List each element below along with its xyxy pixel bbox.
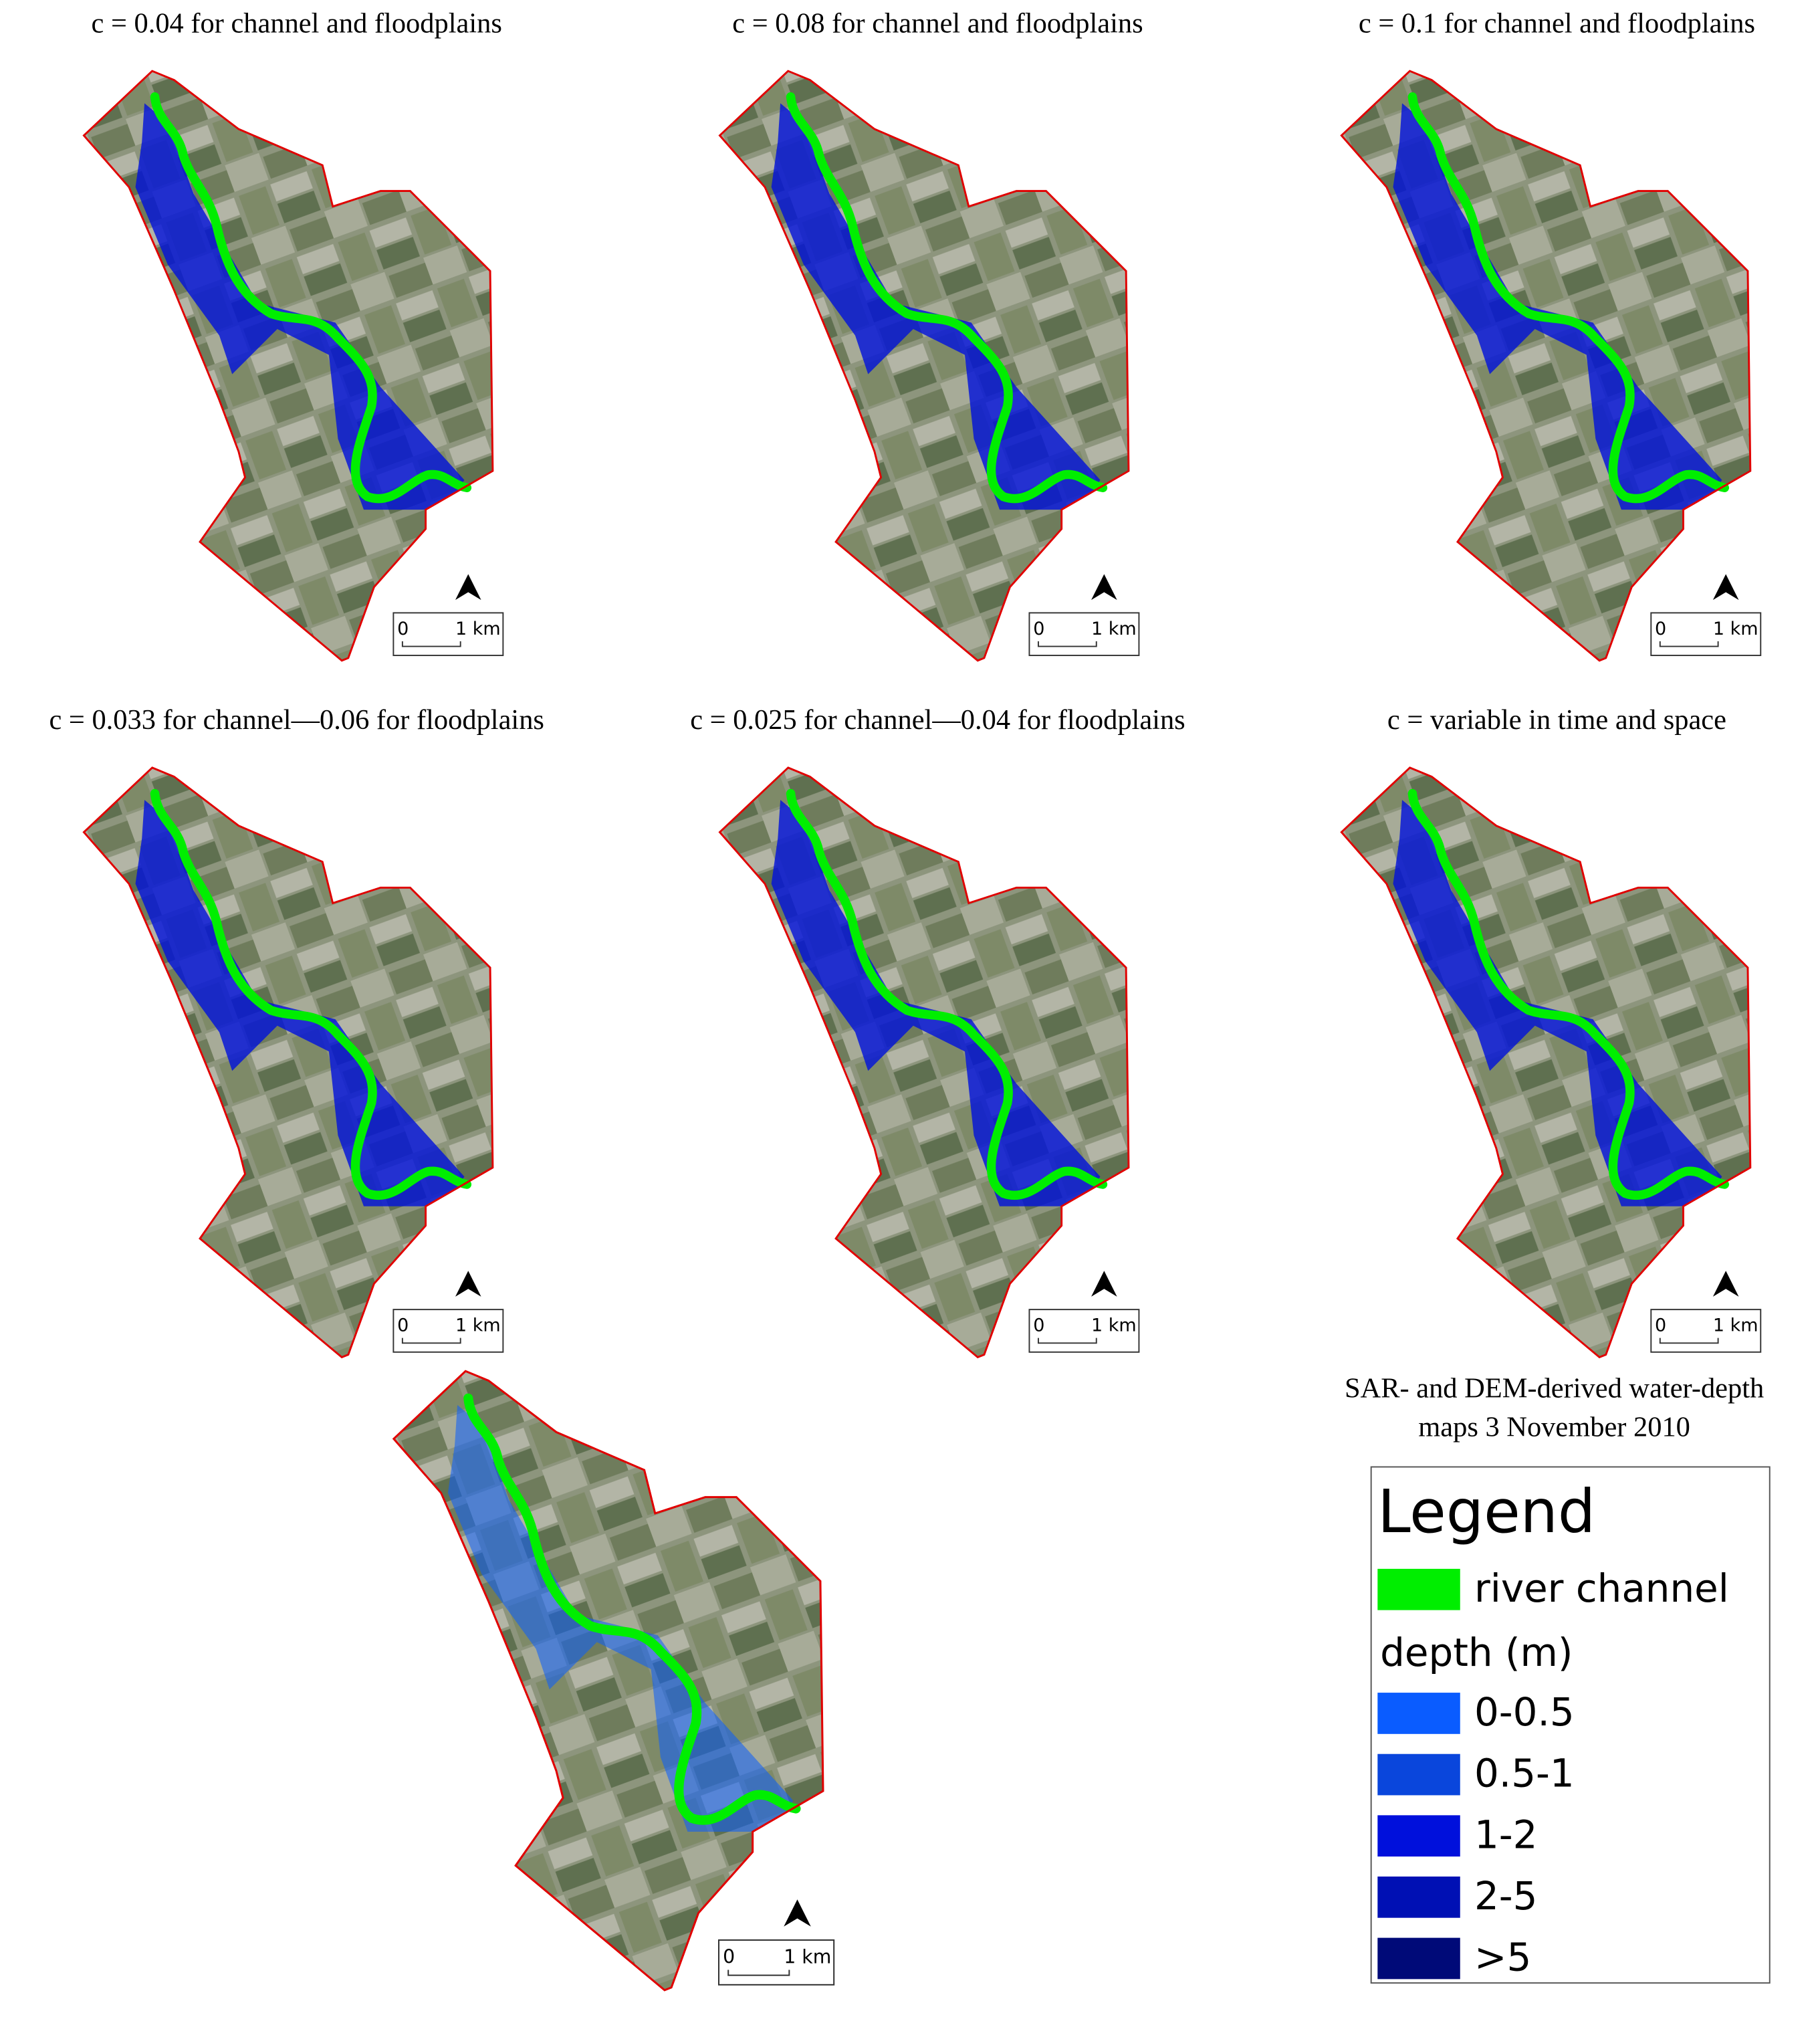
map: 0 1 km xyxy=(1340,766,1762,1359)
map-outline xyxy=(718,766,1130,1359)
legend: Legend river channel depth (m) 0-0.5 0.5-… xyxy=(1370,1466,1771,1984)
legend-title: Legend xyxy=(1377,1477,1595,1546)
scale-box xyxy=(392,612,504,657)
map: 0 1 km xyxy=(82,70,504,662)
river-channel xyxy=(1407,92,1729,504)
map-panel: c = 0.025 for channel—0.04 for floodplai… xyxy=(690,704,1185,1359)
map-panel: c = 0.08 for channel and floodplains 0 1 k… xyxy=(718,7,1143,662)
scale-bar xyxy=(1659,641,1719,647)
flood-area xyxy=(1393,800,1722,1206)
north-arrow xyxy=(1712,574,1739,601)
map-panel: c = 0.1 for channel and floodplains 0 1 km xyxy=(1340,7,1762,662)
flood-area xyxy=(135,800,465,1206)
scale-bar xyxy=(401,1338,461,1344)
river-channel xyxy=(786,788,1108,1200)
legend-label: 2-5 xyxy=(1474,1873,1538,1919)
panel-title: c = variable in time and space xyxy=(1387,704,1726,736)
legend-label: >5 xyxy=(1474,1935,1531,1980)
map-outline xyxy=(82,766,494,1359)
legend-subtitle: depth (m) xyxy=(1380,1630,1573,1675)
legend-swatch xyxy=(1377,1937,1460,1980)
map-panel: 0 1 km xyxy=(392,1370,835,1992)
scale-box xyxy=(1028,1309,1140,1353)
scale-bar xyxy=(401,641,461,647)
scale-label: 1 km xyxy=(1091,1315,1137,1336)
legend-swatch xyxy=(1377,1568,1460,1610)
map-outline xyxy=(1340,70,1752,662)
scale-box xyxy=(1650,1309,1762,1353)
map: 0 1 km xyxy=(1340,70,1762,662)
map-outline xyxy=(392,1370,824,1992)
map: 0 1 km xyxy=(82,766,504,1359)
scale-box xyxy=(1650,612,1762,657)
scale-label: 1 km xyxy=(455,1315,501,1336)
map-outline xyxy=(1340,766,1752,1359)
scale-label: 0 xyxy=(1033,619,1044,639)
scale-bar xyxy=(727,1969,790,1976)
scale-label: 0 xyxy=(397,619,409,639)
north-arrow xyxy=(1091,574,1117,601)
north-arrow xyxy=(455,1271,481,1297)
north-arrow xyxy=(784,1899,811,1927)
flood-area xyxy=(135,103,465,510)
scale-label: 0 xyxy=(1655,619,1666,639)
panel-title: c = 0.04 for channel and floodplains xyxy=(92,7,502,39)
legend-swatch xyxy=(1377,1815,1460,1857)
river-channel xyxy=(786,92,1108,504)
flood-area xyxy=(771,800,1101,1206)
legend-swatch xyxy=(1377,1693,1460,1734)
legend-label: 1-2 xyxy=(1474,1812,1538,1857)
caption-line: maps 3 November 2010 xyxy=(1418,1411,1690,1443)
panel-title: c = 0.1 for channel and floodplains xyxy=(1359,7,1755,39)
scale-bar xyxy=(1659,1338,1719,1344)
scale-label: 1 km xyxy=(1713,1315,1758,1336)
river-channel xyxy=(1407,788,1729,1200)
legend-swatch xyxy=(1377,1876,1460,1918)
scale-label: 1 km xyxy=(1091,619,1137,639)
scale-box xyxy=(717,1939,835,1986)
map-panel: c = 0.04 for channel and floodplains 0 1 k… xyxy=(82,7,504,662)
scale-bar xyxy=(1037,641,1097,647)
map: 0 1 km xyxy=(718,766,1140,1359)
legend-label: 0-0.5 xyxy=(1474,1689,1575,1735)
north-arrow xyxy=(1091,1271,1117,1297)
map: 0 1 km xyxy=(392,1370,835,1992)
scale-box xyxy=(1028,612,1140,657)
panel-title: c = 0.025 for channel—0.04 for floodplai… xyxy=(690,704,1185,736)
north-arrow xyxy=(1712,1271,1739,1297)
panel-title: c = 0.08 for channel and floodplains xyxy=(732,7,1143,39)
map-outline xyxy=(82,70,494,662)
legend-swatch xyxy=(1377,1753,1460,1796)
scale-label: 1 km xyxy=(1713,619,1758,639)
scale-label: 0 xyxy=(1655,1315,1666,1336)
flood-area xyxy=(447,1404,794,1832)
river-channel xyxy=(150,92,472,504)
river-channel xyxy=(463,1393,801,1825)
scale-label: 0 xyxy=(1033,1315,1044,1336)
map-outline xyxy=(718,70,1130,662)
map-panel: c = 0.033 for channel—0.06 for floodplai… xyxy=(49,704,544,1359)
scale-box xyxy=(392,1309,504,1353)
scale-label: 1 km xyxy=(455,619,501,639)
map: 0 1 km xyxy=(718,70,1140,662)
scale-bar xyxy=(1037,1338,1097,1344)
scale-label: 0 xyxy=(723,1945,735,1967)
scale-label: 0 xyxy=(397,1315,409,1336)
flood-area xyxy=(1393,103,1722,510)
north-arrow xyxy=(455,574,481,601)
maps: c = 0.04 for channel and floodplains 0 1 k… xyxy=(49,7,1762,1992)
legend-label: 0.5-1 xyxy=(1474,1751,1575,1796)
river-channel xyxy=(150,788,472,1200)
scale-label: 1 km xyxy=(784,1945,831,1967)
map-panel: c = variable in time and space 0 1 km xyxy=(1340,704,1762,1359)
flood-area xyxy=(771,103,1101,510)
legend-label: river channel xyxy=(1474,1566,1729,1611)
panel-title: c = 0.033 for channel—0.06 for floodplai… xyxy=(49,704,544,736)
caption-line: SAR- and DEM-derived water-depth xyxy=(1345,1372,1764,1404)
